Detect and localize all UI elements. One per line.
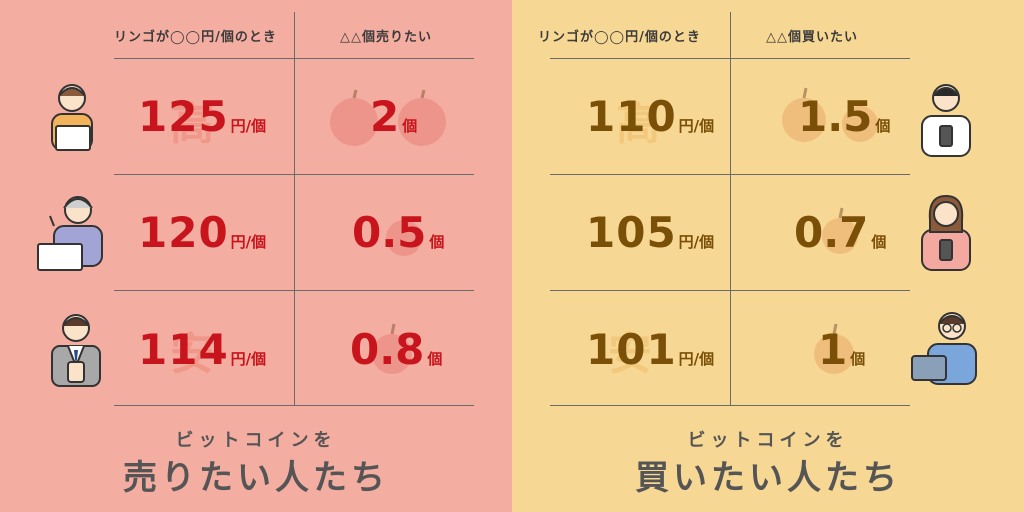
- qty-unit: 個: [402, 117, 418, 135]
- sell-price-row-3: 114 円/個: [138, 325, 266, 374]
- caption-subtitle: ビットコインを: [687, 430, 849, 451]
- apple-icon: [822, 207, 858, 254]
- person-laptop-icon: [51, 84, 93, 151]
- sell-qty-row-1: 2 個: [370, 92, 417, 141]
- row-divider: [114, 174, 474, 175]
- header-price-condition: リンゴが◯◯円/個のとき: [114, 30, 277, 45]
- background-kanji-low: 安: [170, 329, 214, 380]
- price-unit: 円/個: [678, 117, 715, 135]
- qty-unit: 個: [871, 233, 887, 251]
- qty-value: 0.8: [350, 325, 425, 374]
- elderly-person-laptop-icon: [37, 196, 103, 271]
- caption-title: 売りたい人たち: [123, 458, 389, 498]
- buy-panel: リンゴが◯◯円/個のとき △△個買いたい 高 110 円/個 1.5 個 105…: [512, 0, 1024, 512]
- buy-qty-row-3: 1 個: [818, 325, 865, 374]
- caption-title: 買いたい人たち: [635, 458, 901, 498]
- qty-value: 1: [818, 325, 848, 374]
- buy-price-row-1: 110 円/個: [586, 92, 714, 141]
- qty-unit: 個: [429, 233, 445, 251]
- background-kanji-high: 高: [616, 99, 660, 150]
- background-kanji-low: 安: [608, 329, 652, 380]
- apple-icon: [386, 220, 422, 256]
- row-divider: [550, 58, 910, 59]
- apple-icon: [330, 89, 446, 146]
- qty-unit: 個: [427, 350, 443, 368]
- price-unit: 円/個: [230, 233, 267, 251]
- price-value: 125: [138, 92, 229, 141]
- price-value: 105: [586, 208, 677, 257]
- row-divider: [550, 174, 910, 175]
- price-unit: 円/個: [678, 233, 715, 251]
- price-value: 110: [586, 92, 677, 141]
- row-divider: [550, 290, 910, 291]
- column-divider: [294, 12, 295, 405]
- price-value: 101: [586, 325, 677, 374]
- person-phone-icon: [921, 84, 971, 157]
- column-divider: [730, 12, 731, 405]
- qty-value: 2: [370, 92, 400, 141]
- sell-price-row-2: 120 円/個: [138, 208, 266, 257]
- sell-qty-row-2: 0.5 個: [352, 208, 444, 257]
- row-divider: [550, 405, 910, 406]
- header-sell-quantity: △△個売りたい: [340, 30, 432, 45]
- apple-icon: [782, 87, 878, 142]
- qty-unit: 個: [875, 117, 891, 135]
- header-buy-quantity: △△個買いたい: [766, 30, 858, 45]
- sell-price-row-1: 125 円/個: [138, 92, 266, 141]
- buy-qty-row-2: 0.7 個: [794, 208, 886, 257]
- businessman-phone-icon: [51, 314, 101, 387]
- sell-qty-row-3: 0.8 個: [350, 325, 442, 374]
- apple-icon: [372, 323, 412, 374]
- header-price-condition: リンゴが◯◯円/個のとき: [538, 30, 701, 45]
- background-kanji-high: 高: [170, 99, 214, 150]
- price-unit: 円/個: [230, 117, 267, 135]
- buy-qty-row-1: 1.5 個: [798, 92, 890, 141]
- row-divider: [114, 58, 474, 59]
- apple-icon: [814, 323, 854, 374]
- sell-panel: リンゴが◯◯円/個のとき △△個売りたい 高 125 円/個 2 個 120 円…: [0, 0, 512, 512]
- price-value: 120: [138, 208, 229, 257]
- qty-value: 0.7: [794, 208, 869, 257]
- row-divider: [114, 290, 474, 291]
- woman-phone-icon: [921, 194, 971, 271]
- price-unit: 円/個: [678, 350, 715, 368]
- caption-subtitle: ビットコインを: [175, 430, 337, 451]
- price-value: 114: [138, 325, 229, 374]
- qty-unit: 個: [850, 350, 866, 368]
- qty-value: 0.5: [352, 208, 427, 257]
- qty-value: 1.5: [798, 92, 873, 141]
- price-unit: 円/個: [230, 350, 267, 368]
- row-divider: [114, 405, 474, 406]
- buy-price-row-3: 101 円/個: [586, 325, 714, 374]
- glasses-person-tablet-icon: [911, 312, 977, 385]
- buy-price-row-2: 105 円/個: [586, 208, 714, 257]
